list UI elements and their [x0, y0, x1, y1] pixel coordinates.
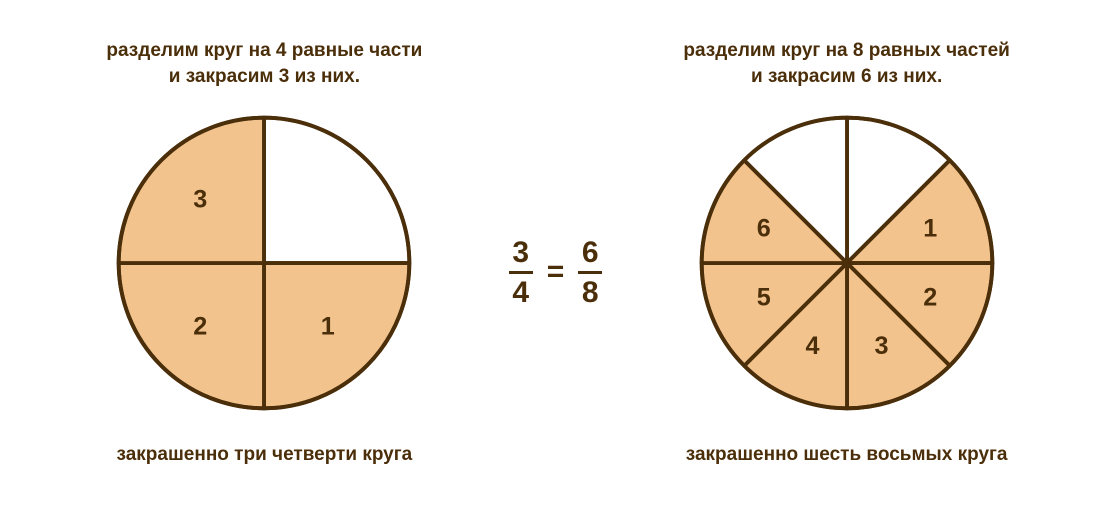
- left-pie: 1 2 3: [109, 108, 419, 418]
- slice-label: 2: [923, 283, 937, 311]
- right-panel: разделим круг на 8 равных частей и закра…: [612, 38, 1081, 465]
- right-caption: закрашенно шесть восьмых круга: [686, 444, 1008, 466]
- slice-label: 1: [321, 312, 335, 340]
- left-numerator: 3: [512, 236, 529, 269]
- fraction-equation: 3 4 = 6 8: [509, 236, 603, 309]
- left-fraction: 3 4: [509, 236, 533, 309]
- pie-slice: [119, 263, 264, 408]
- right-pie-wrap: 1 2 3 4 5 6: [692, 108, 1002, 418]
- left-caption: закрашенно три четверти круга: [117, 444, 413, 466]
- slice-label: 6: [756, 214, 770, 242]
- slice-label: 5: [756, 283, 770, 311]
- left-pie-wrap: 1 2 3: [109, 108, 419, 418]
- pie-slice: [264, 117, 409, 262]
- slice-label: 3: [874, 332, 888, 360]
- left-panel: разделим круг на 4 равные части и закрас…: [30, 38, 499, 465]
- fraction-bar: [509, 271, 533, 274]
- right-title: разделим круг на 8 равных частей и закра…: [683, 38, 1009, 89]
- fraction-bar: [578, 271, 602, 274]
- right-pie: 1 2 3 4 5 6: [692, 108, 1002, 418]
- diagram-container: разделим круг на 4 равные части и закрас…: [0, 0, 1111, 514]
- slice-label: 2: [194, 312, 208, 340]
- slice-label: 1: [923, 214, 937, 242]
- pie-slice: [119, 117, 264, 262]
- left-denominator: 4: [512, 276, 529, 309]
- equals-sign: =: [547, 255, 565, 289]
- pie-slice: [264, 263, 409, 408]
- slice-label: 4: [805, 332, 819, 360]
- left-title: разделим круг на 4 равные части и закрас…: [106, 38, 422, 89]
- slice-label: 3: [194, 185, 208, 213]
- right-denominator: 8: [582, 276, 599, 309]
- right-fraction: 6 8: [578, 236, 602, 309]
- right-numerator: 6: [582, 236, 599, 269]
